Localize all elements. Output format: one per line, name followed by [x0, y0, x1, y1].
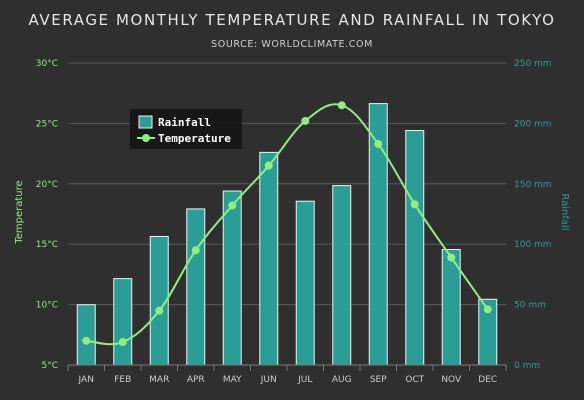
x-tick-label: FEB — [114, 375, 131, 385]
temperature-point — [264, 161, 273, 170]
legend-rainfall-label: Rainfall — [158, 116, 211, 129]
temperature-point — [410, 200, 419, 209]
right-axis: 0 mm 50 mm 100 mm 150 mm 200 mm 250 mm — [514, 59, 552, 371]
left-tick-label: 30°C — [36, 59, 58, 69]
x-axis: JAN FEB MAR APR MAY JUN JUL AUG SEP OCT NOV DEC — [67, 364, 507, 385]
x-tick-label: AUG — [332, 375, 352, 385]
left-tick-label: 10°C — [36, 301, 58, 311]
temperature-line — [82, 101, 492, 347]
right-tick-label: 250 mm — [514, 59, 552, 69]
temperature-point — [82, 336, 91, 345]
x-tick-label: JUL — [297, 375, 312, 385]
right-tick-label: 150 mm — [514, 180, 552, 190]
legend-rainfall-swatch — [138, 115, 153, 129]
temperature-point — [447, 253, 456, 262]
rainfall-bar — [295, 200, 315, 366]
chart-subtitle: SOURCE: WORLDCLIMATE.COM — [211, 39, 373, 50]
rainfall-bar — [186, 208, 206, 366]
left-tick-label: 20°C — [36, 180, 58, 190]
legend[interactable]: Rainfall Temperature — [130, 109, 242, 149]
x-tick-label: SEP — [370, 375, 387, 385]
x-tick-label: NOV — [441, 375, 462, 385]
temperature-point — [118, 338, 127, 347]
rainfall-bar — [259, 151, 279, 366]
legend-temperature-label: Temperature — [158, 132, 231, 145]
rainfall-bar — [405, 130, 425, 366]
left-axis-title: Temperature — [14, 180, 25, 244]
temperature-point — [337, 101, 346, 110]
rainfall-bar — [76, 304, 96, 366]
chart-title: AVERAGE MONTHLY TEMPERATURE AND RAINFALL… — [28, 11, 555, 29]
x-tick-label: JAN — [78, 375, 94, 385]
temperature-point — [374, 139, 383, 148]
legend-temperature-marker — [142, 134, 150, 142]
rainfall-bar — [222, 190, 242, 366]
left-tick-label: 25°C — [36, 119, 58, 129]
temperature-point — [155, 306, 164, 315]
right-axis-title: Rainfall — [559, 193, 570, 230]
temperature-point — [191, 246, 200, 255]
temperature-point — [228, 201, 237, 210]
x-tick-label: MAY — [223, 375, 242, 385]
x-tick-label: OCT — [405, 375, 424, 385]
left-axis: 5°C 10°C 15°C 20°C 25°C 30°C — [36, 59, 58, 371]
left-tick-label: 5°C — [41, 361, 58, 371]
rainfall-bar — [332, 185, 352, 366]
temperature-point — [301, 116, 310, 125]
x-tick-label: MAR — [149, 375, 169, 385]
grid — [68, 62, 506, 306]
x-tick-label: APR — [187, 375, 205, 385]
right-tick-label: 50 mm — [514, 301, 546, 311]
x-tick-label: DEC — [478, 375, 497, 385]
right-tick-label: 100 mm — [514, 240, 552, 250]
rainfall-bar — [113, 278, 133, 366]
left-tick-label: 15°C — [36, 240, 58, 250]
x-tick-label: JUN — [260, 375, 277, 385]
right-tick-label: 0 mm — [514, 361, 540, 371]
temperature-point — [483, 305, 492, 314]
right-tick-label: 200 mm — [514, 119, 552, 129]
